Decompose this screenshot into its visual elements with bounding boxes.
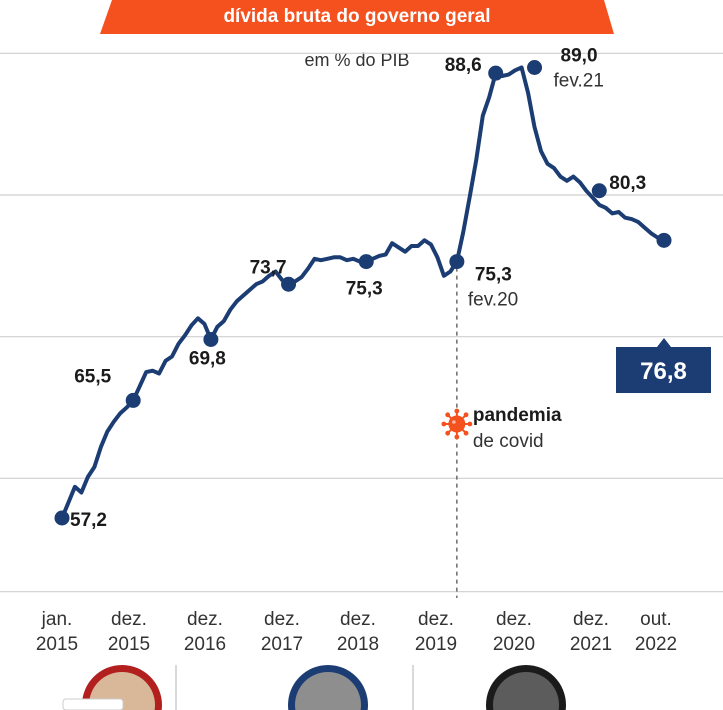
marker-2021-12: 80,3: [591, 173, 646, 199]
data-point: [125, 392, 141, 408]
marker-2021-02: 89,0 fev.21: [527, 46, 604, 92]
tick-month: dez.: [111, 609, 147, 630]
last-value-label: 76,8: [640, 358, 687, 385]
value-label: 65,5: [74, 366, 111, 387]
marker-2018-12: 75,3: [346, 254, 383, 300]
x-tick-2021-12: dez. 2021: [570, 609, 612, 655]
tick-month: out.: [640, 609, 672, 630]
tick-year: 2022: [635, 634, 677, 655]
marker-2020-02: 75,3 fev.20: [449, 254, 518, 311]
date-sublabel: fev.20: [468, 290, 518, 311]
tick-year: 2015: [108, 634, 150, 655]
chart-subtitle: em % do PIB: [304, 50, 409, 70]
last-value-box: [616, 347, 711, 393]
marker-2016-12: 69,8: [189, 332, 226, 370]
virus-icon: [441, 408, 473, 440]
data-point: [449, 254, 465, 270]
tick-month: dez.: [340, 609, 376, 630]
value-label: 89,0: [561, 46, 598, 67]
tick-month: dez.: [264, 609, 300, 630]
marker-2015-01: 57,2: [54, 510, 107, 531]
chart-title: dívida bruta do governo geral: [223, 6, 490, 27]
value-label: 80,3: [609, 173, 646, 194]
date-sublabel: fev.21: [554, 71, 604, 92]
data-point: [281, 276, 297, 292]
avatar-dilma: [62, 665, 162, 710]
tick-year: 2020: [493, 634, 535, 655]
x-tick-2019-12: dez. 2019: [415, 609, 457, 655]
data-point: [488, 65, 504, 81]
tick-month: dez.: [187, 609, 223, 630]
marker-2020-08: 88,6: [445, 55, 504, 81]
annotation-line1: pandemia: [473, 405, 562, 426]
data-point: [203, 332, 219, 347]
value-label: 73,7: [250, 257, 287, 278]
last-value-pointer: [657, 338, 671, 347]
x-tick-2020-12: dez. 2020: [493, 609, 535, 655]
value-label: 75,3: [475, 265, 512, 286]
data-markers: 57,2 65,5 69,8 73,7 75,3 75,3 fev.20 88,6 89,0 fe…: [54, 46, 711, 531]
data-point: [656, 232, 672, 248]
value-label: 88,6: [445, 55, 482, 76]
marker-2015-12: 65,5: [74, 366, 141, 408]
tick-year: 2021: [570, 634, 612, 655]
grid-lines: [0, 52, 723, 593]
x-tick-2017-12: dez. 2017: [261, 609, 303, 655]
data-point: [527, 60, 543, 75]
tick-month: dez.: [573, 609, 609, 630]
tick-year: 2019: [415, 634, 457, 655]
data-point: [358, 254, 374, 270]
marker-2017-12: 73,7: [250, 257, 297, 292]
title-banner: dívida bruta do governo geral: [100, 0, 614, 34]
x-tick-2022-10: out. 2022: [635, 609, 677, 655]
marker-2022-10: 76,8: [616, 232, 711, 393]
pandemic-annotation: pandemia de covid: [441, 267, 562, 598]
tick-year: 2015: [36, 634, 78, 655]
tick-year: 2018: [337, 634, 379, 655]
tick-year: 2017: [261, 634, 303, 655]
tick-month: dez.: [418, 609, 454, 630]
data-point: [54, 510, 70, 526]
x-tick-2015-01: jan. 2015: [36, 609, 78, 655]
value-label: 69,8: [189, 349, 226, 370]
avatar-bolsonaro: [486, 665, 566, 710]
title-banner-shape: [100, 0, 614, 34]
x-tick-2015-12: dez. 2015: [108, 609, 150, 655]
value-label: 57,2: [70, 510, 107, 531]
annotation-line2: de covid: [473, 431, 544, 452]
x-axis-ticks: jan. 2015 dez. 2015 dez. 2016 dez. 2017 dez. 2018…: [36, 609, 677, 655]
x-tick-2016-12: dez. 2016: [184, 609, 226, 655]
x-tick-2018-12: dez. 2018: [337, 609, 379, 655]
tick-month: jan.: [41, 609, 73, 630]
data-point: [591, 183, 607, 199]
presidents-strip: [62, 665, 566, 710]
value-label: 75,3: [346, 279, 383, 300]
avatar-temer: [288, 665, 368, 710]
tick-year: 2016: [184, 634, 226, 655]
tick-month: dez.: [496, 609, 532, 630]
